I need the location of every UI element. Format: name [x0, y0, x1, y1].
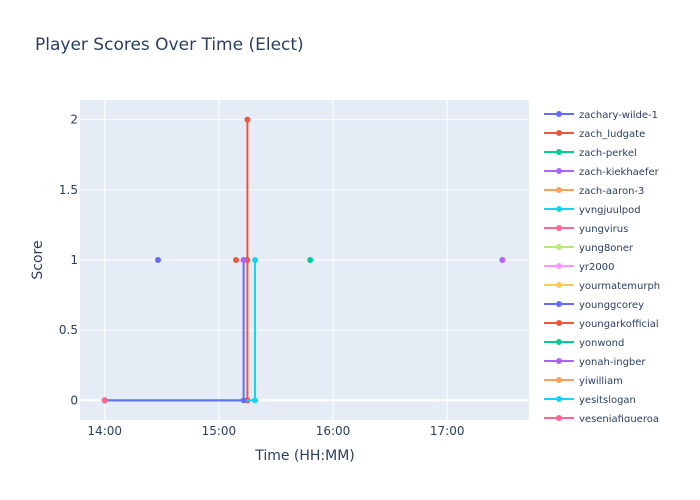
legend-item[interactable]: youngarkofficial [544, 319, 659, 330]
legend-marker [556, 168, 562, 174]
legend-label: youngarkofficial [579, 319, 659, 330]
legend-item[interactable]: yung8oner [544, 243, 634, 254]
data-point[interactable] [252, 397, 259, 404]
legend-label: yesitslogan [579, 395, 636, 406]
legend-item[interactable]: zach_ludgate [544, 129, 645, 140]
legend-item[interactable]: yiwilliam [544, 376, 623, 387]
legend-marker [556, 130, 562, 136]
x-tick-label: 17:00 [430, 424, 465, 438]
x-tick-label: 14:00 [87, 424, 122, 438]
legend-label: zach-aaron-3 [579, 186, 644, 197]
legend-item[interactable]: yonwond [544, 338, 624, 349]
series-yeseniafigueroa[interactable] [101, 397, 108, 404]
x-axis-title: Time (HH:MM) [254, 448, 355, 464]
y-tick-label: 1.5 [59, 183, 78, 197]
series-zachary-wilde-1[interactable] [155, 257, 162, 263]
data-point[interactable] [499, 257, 506, 263]
legend-label: zach-kiekhaefer [579, 167, 660, 178]
legend-item[interactable]: yonah-ingber [544, 357, 646, 368]
legend-marker [556, 149, 562, 155]
y-axis-title: Score [30, 240, 46, 279]
x-tick-label: 16:00 [316, 424, 351, 438]
legend-item[interactable]: yourmatemurph [544, 281, 660, 292]
x-tick-label: 15:00 [202, 424, 237, 438]
data-point[interactable] [101, 397, 108, 404]
legend-item[interactable]: yr2000 [544, 262, 614, 273]
legend-item[interactable]: yvngjuulpod [544, 205, 641, 216]
axis-ticks: 14:00 15:00 16:00 17:00 0 0.5 1 1.5 2 [59, 113, 465, 438]
legend-marker [556, 263, 562, 269]
data-point[interactable] [252, 257, 259, 263]
series-zach-kiekhaefer[interactable] [499, 257, 506, 263]
legend-label: yung8oner [579, 243, 634, 254]
legend-marker [556, 339, 562, 345]
grid [80, 100, 529, 420]
legend-marker [556, 187, 562, 193]
legend-item[interactable]: zach-aaron-3 [544, 186, 644, 197]
series-youngarkofficial[interactable] [233, 257, 240, 263]
legend-item[interactable]: zach-kiekhaefer [544, 167, 660, 178]
legend-label: zach_ludgate [579, 129, 645, 140]
series-zach-perkel[interactable] [307, 257, 314, 263]
legend-label: yungvirus [579, 224, 628, 235]
legend-item[interactable]: yeseniafigueroa [544, 414, 659, 425]
legend-label: zach-perkel [579, 148, 637, 159]
y-tick-label: 0 [70, 393, 78, 407]
legend-item[interactable]: zach-perkel [544, 148, 637, 159]
y-tick-label: 0.5 [59, 323, 78, 337]
y-tick-label: 2 [70, 113, 78, 127]
data-point[interactable] [155, 257, 162, 263]
legend-label: yonwond [579, 338, 624, 349]
data-point[interactable] [233, 257, 240, 263]
legend-marker [556, 396, 562, 402]
data-point[interactable] [307, 257, 314, 263]
legend-label: yiwilliam [579, 376, 623, 387]
legend-label: yonah-ingber [579, 357, 646, 368]
legend-label: zachary-wilde-1 [579, 110, 658, 121]
legend-marker [556, 358, 562, 364]
legend-label: yvngjuulpod [579, 205, 641, 216]
traces [101, 116, 506, 404]
legend-marker [556, 206, 562, 212]
legend-label: yr2000 [579, 262, 614, 273]
y-tick-label: 1 [70, 253, 78, 267]
legend-label: yourmatemurph [579, 281, 660, 292]
legend-item[interactable]: younggcorey [544, 300, 644, 311]
legend-item[interactable]: yungvirus [544, 224, 628, 235]
legend[interactable]: zachary-wilde-1 zach_ludgate zach-perkel za… [544, 110, 660, 425]
data-point[interactable] [240, 397, 247, 404]
legend-marker [556, 244, 562, 250]
data-point[interactable] [244, 116, 251, 123]
legend-marker [556, 415, 562, 421]
legend-item[interactable]: yesitslogan [544, 395, 636, 406]
data-point[interactable] [240, 257, 247, 263]
legend-label: younggcorey [579, 300, 644, 311]
legend-item[interactable]: zachary-wilde-1 [544, 110, 658, 121]
legend-marker [556, 377, 562, 383]
series-yonah-ingber[interactable] [240, 257, 247, 263]
legend-marker [556, 111, 562, 117]
legend-label: yeseniafigueroa [579, 414, 659, 425]
legend-marker [556, 225, 562, 231]
legend-marker [556, 301, 562, 307]
chart-title: Player Scores Over Time (Elect) [35, 35, 304, 55]
legend-marker [556, 282, 562, 288]
legend-marker [556, 320, 562, 326]
